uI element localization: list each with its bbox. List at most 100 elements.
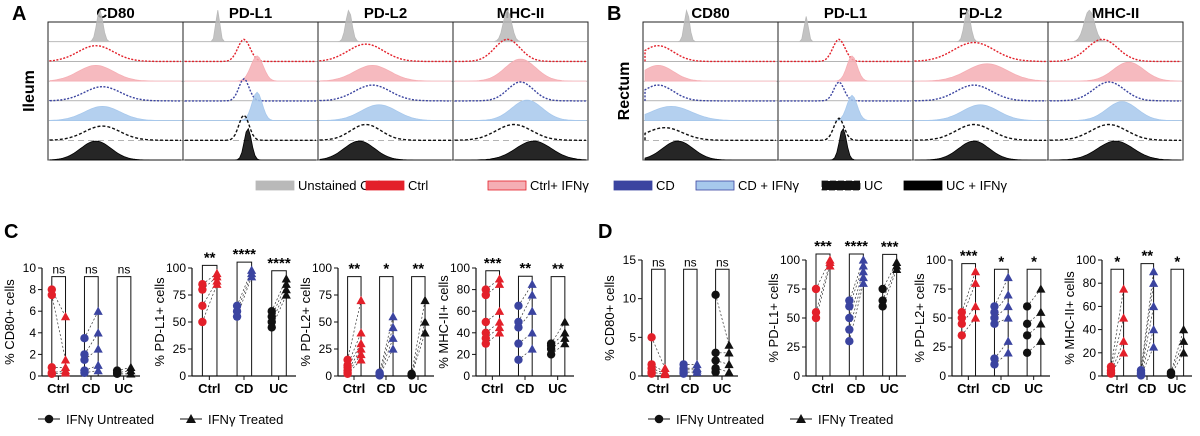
y-tick-label: 0 bbox=[793, 369, 800, 383]
point-treated bbox=[724, 359, 734, 369]
point-treated bbox=[1003, 301, 1013, 311]
point-treated bbox=[1003, 290, 1013, 299]
point-untreated bbox=[711, 356, 720, 365]
histogram-curve-unstained bbox=[454, 9, 587, 43]
point-untreated bbox=[679, 369, 688, 378]
legend-swatch-uc_ifn bbox=[903, 180, 943, 191]
y-tick-label: 15 bbox=[623, 253, 637, 267]
point-untreated bbox=[811, 313, 821, 323]
point-treated bbox=[1119, 348, 1129, 357]
histogram-curve-cd_ifn bbox=[914, 104, 1047, 122]
point-treated bbox=[527, 279, 537, 288]
point-untreated bbox=[957, 319, 966, 328]
pair-line bbox=[202, 284, 218, 323]
histogram-curve-cd_ifn bbox=[49, 105, 182, 121]
histogram-curve-cd_ifn bbox=[454, 99, 587, 121]
point-treated bbox=[93, 328, 103, 337]
point-untreated bbox=[957, 308, 966, 317]
histogram-curve-cd bbox=[779, 81, 911, 102]
pair-line bbox=[651, 337, 666, 369]
significance-bracket bbox=[83, 276, 99, 376]
point-untreated bbox=[481, 290, 490, 300]
point-treated bbox=[1036, 319, 1046, 328]
point-treated bbox=[970, 267, 981, 276]
significance-bracket bbox=[1170, 268, 1185, 376]
y-tick-label: 40 bbox=[1083, 323, 1097, 337]
point-treated bbox=[420, 295, 430, 305]
significance-label: ** bbox=[412, 261, 424, 278]
significance-bracket bbox=[347, 276, 362, 376]
marker-title: PD-L1 bbox=[229, 5, 272, 22]
scatter-legend-c: IFNγ Untreated IFNγ Treated bbox=[38, 412, 283, 427]
significance-label: *** bbox=[960, 248, 978, 265]
point-treated bbox=[970, 278, 981, 287]
point-treated bbox=[560, 317, 570, 326]
histogram-curve-ctrl_ifn bbox=[184, 55, 317, 82]
point-untreated bbox=[514, 323, 523, 332]
point-treated bbox=[93, 360, 103, 369]
significance-label: ns bbox=[716, 255, 729, 269]
y-axis-label: % CD80+ cells bbox=[602, 275, 617, 361]
scatter-chart-d-1: 0 5 10 15 % CD80+ cells Ctrl ns CD ns UC ns bbox=[602, 253, 738, 396]
point-treated bbox=[281, 274, 291, 283]
point-untreated bbox=[647, 333, 656, 342]
y-tick-label: 5 bbox=[629, 330, 636, 344]
histogram-curve-cd bbox=[454, 81, 586, 102]
legend-swatch-ctrl_ifn bbox=[487, 180, 527, 191]
marker-title: CD80 bbox=[691, 5, 729, 22]
point-treated bbox=[420, 317, 430, 326]
marker-title: CD80 bbox=[96, 5, 134, 22]
y-axis-label: % MHC-II+ cells bbox=[1062, 271, 1077, 365]
histogram-curve-unstained bbox=[779, 16, 912, 43]
pair-line bbox=[550, 332, 566, 347]
y-tick-label: 0 bbox=[179, 369, 186, 383]
y-tick-label: 0 bbox=[1089, 369, 1096, 383]
scatter-panel-d: D 0 5 10 15 % CD80+ cells Ctrl ns CD ns UC ns 0 25 50 7… bbox=[598, 221, 1192, 396]
significance-label: * bbox=[383, 261, 389, 278]
y-tick-label: 25 bbox=[787, 340, 801, 354]
point-treated bbox=[281, 279, 291, 288]
pair-line bbox=[815, 259, 831, 290]
y-tick-label: 0 bbox=[629, 369, 636, 383]
legend-swatch-cd_ifn bbox=[695, 180, 735, 191]
x-tick-label: Ctrl bbox=[47, 381, 69, 396]
point-treated bbox=[281, 285, 291, 294]
marker-title: PD-L2 bbox=[364, 5, 407, 22]
point-treated bbox=[494, 317, 505, 326]
x-tick-label: CD bbox=[1138, 381, 1157, 396]
x-tick-label: Ctrl bbox=[198, 381, 220, 396]
point-untreated bbox=[878, 296, 887, 305]
x-tick-label: UC bbox=[713, 381, 732, 396]
point-untreated bbox=[647, 369, 656, 378]
legend-label: IFNγ Untreated bbox=[676, 412, 764, 427]
x-tick-label: CD bbox=[235, 381, 254, 396]
y-tick-label: 75 bbox=[933, 282, 947, 296]
point-untreated bbox=[198, 301, 207, 310]
significance-label: *** bbox=[484, 255, 502, 272]
x-tick-label: CD bbox=[681, 381, 700, 396]
scatter-chart-d-3: 0 25 50 75 100 % PD-L2+ cells Ctrl *** CD * UC * bbox=[912, 248, 1050, 396]
significance-label: ** bbox=[552, 261, 564, 278]
significance-label: **** bbox=[845, 238, 869, 255]
histogram-curve-uc_ifn bbox=[915, 140, 1046, 161]
significance-label: ns bbox=[85, 263, 98, 277]
point-untreated bbox=[80, 368, 89, 377]
histogram-curve-uc_ifn bbox=[49, 140, 181, 161]
point-treated bbox=[1179, 348, 1189, 357]
pair-line bbox=[994, 277, 1009, 307]
point-treated bbox=[60, 355, 71, 364]
histogram-curve-unstained bbox=[184, 10, 317, 43]
point-treated bbox=[560, 339, 570, 348]
y-tick-label: 10 bbox=[23, 261, 37, 275]
histogram-curve-ctrl_ifn bbox=[779, 55, 912, 82]
point-treated bbox=[1003, 272, 1013, 282]
histogram-curve-unstained bbox=[914, 8, 1047, 43]
histogram-curve-uc_ifn bbox=[319, 140, 451, 161]
point-treated bbox=[1036, 307, 1046, 316]
hist-frame bbox=[912, 21, 1049, 161]
histogram-curve-ctrl bbox=[319, 43, 451, 63]
hist-frame bbox=[452, 21, 589, 161]
point-untreated bbox=[878, 302, 887, 311]
histogram-curve-ctrl bbox=[49, 44, 181, 63]
